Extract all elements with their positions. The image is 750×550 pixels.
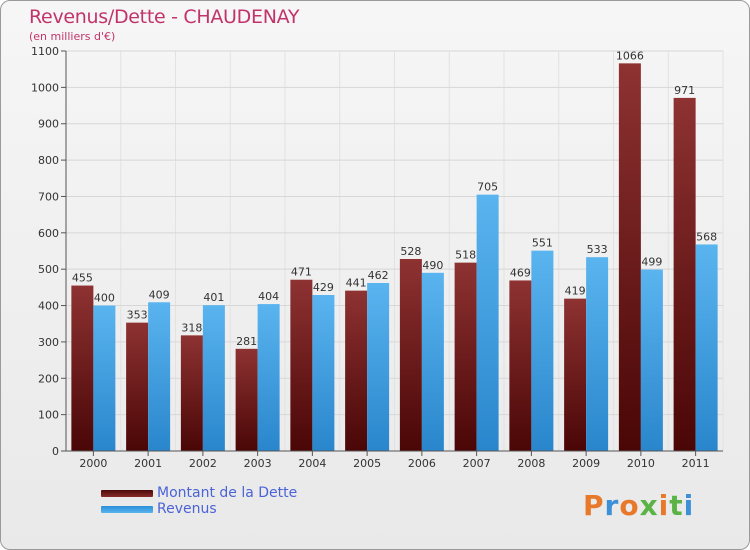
- data-label-debt-2005: 441: [346, 277, 367, 290]
- bar-debt-2003: [235, 348, 258, 451]
- legend-label-revenus: Revenus: [157, 501, 217, 517]
- data-label-revenus-2002: 401: [203, 291, 224, 304]
- y-tick-label: 900: [38, 118, 59, 131]
- bar-revenus-2007: [476, 194, 499, 452]
- bar-revenus-2003: [257, 304, 280, 451]
- bar-revenus-2002: [202, 305, 225, 451]
- logo-letter: i: [683, 489, 695, 522]
- bar-revenus-2009: [586, 257, 609, 451]
- data-label-debt-2001: 353: [127, 309, 148, 322]
- bar-debt-2005: [345, 290, 368, 451]
- data-label-revenus-2003: 404: [258, 290, 279, 303]
- x-tick-label: 2006: [408, 457, 436, 470]
- data-label-debt-2011: 971: [674, 84, 695, 97]
- x-tick-label: 2001: [134, 457, 162, 470]
- chart-title: Revenus/Dette - CHAUDENAY: [29, 6, 300, 28]
- bar-revenus-2001: [148, 302, 171, 451]
- bar-debt-2004: [290, 279, 313, 451]
- data-label-debt-2008: 469: [510, 266, 531, 279]
- axes: 0 100 200 300 400 500 600 700 800 900 1000 1100 2000…: [31, 45, 723, 470]
- y-tick-label: 200: [38, 372, 59, 385]
- bar-revenus-2005: [367, 283, 390, 451]
- data-label-revenus-2010: 499: [641, 256, 662, 269]
- bar-debt-2006: [399, 259, 422, 451]
- y-tick-label: 1100: [31, 45, 59, 58]
- logo-letter: x: [639, 489, 659, 522]
- chart-subtitle: (en milliers d'€): [29, 30, 116, 43]
- y-tick-label: 100: [38, 409, 59, 422]
- y-tick-label: 300: [38, 336, 59, 349]
- x-tick-label: 2007: [463, 457, 491, 470]
- data-label-revenus-2006: 490: [422, 259, 443, 272]
- x-tick-label: 2002: [189, 457, 217, 470]
- bar-debt-2001: [126, 322, 149, 451]
- bar-revenus-2004: [312, 295, 335, 451]
- data-label-revenus-2000: 400: [94, 292, 115, 305]
- bar-debt-2010: [618, 63, 641, 451]
- y-tick-label: 700: [38, 190, 59, 203]
- data-label-debt-2002: 318: [181, 321, 202, 334]
- bar-debt-2011: [673, 97, 696, 451]
- x-tick-label: 2004: [298, 457, 326, 470]
- data-label-revenus-2004: 429: [313, 281, 334, 294]
- y-tick-label: 1000: [31, 81, 59, 94]
- bar-revenus-2008: [531, 250, 554, 451]
- data-label-debt-2007: 518: [455, 249, 476, 262]
- y-tick-label: 400: [38, 300, 59, 313]
- x-tick-label: 2011: [682, 457, 710, 470]
- legend-swatch-revenus: [101, 506, 153, 513]
- data-label-debt-2009: 419: [565, 285, 586, 298]
- data-label-revenus-2009: 533: [587, 243, 608, 256]
- data-label-revenus-2001: 409: [149, 288, 170, 301]
- data-label-debt-2006: 528: [400, 245, 421, 258]
- data-label-debt-2010: 1066: [616, 49, 644, 62]
- grid-lines: [65, 50, 724, 452]
- data-label-revenus-2011: 568: [696, 230, 717, 243]
- data-label-debt-2003: 281: [236, 335, 257, 348]
- y-tick-label: 500: [38, 263, 59, 276]
- y-tick-label: 800: [38, 154, 59, 167]
- bar-debt-2008: [509, 280, 532, 451]
- y-tick-label: 600: [38, 227, 59, 240]
- logo-letter: P: [583, 489, 605, 522]
- x-tick-label: 2010: [627, 457, 655, 470]
- data-label-debt-2004: 471: [291, 266, 312, 279]
- logo-letter: i: [658, 489, 670, 522]
- x-tick-label: 2009: [572, 457, 600, 470]
- bar-debt-2000: [71, 285, 94, 451]
- x-tick-label: 2008: [517, 457, 545, 470]
- proxiti-logo: Proxiti: [583, 489, 694, 522]
- x-tick-label: 2003: [244, 457, 272, 470]
- logo-letter: o: [619, 489, 640, 522]
- data-label-revenus-2008: 551: [532, 237, 553, 250]
- bar-revenus-2006: [421, 272, 444, 451]
- bar-revenus-2000: [93, 305, 116, 451]
- data-label-debt-2000: 455: [72, 272, 93, 285]
- x-tick-label: 2005: [353, 457, 381, 470]
- bars: [71, 63, 718, 452]
- bar-debt-2007: [454, 262, 477, 451]
- legend-label-debt: Montant de la Dette: [157, 485, 298, 501]
- x-tick-label: 2000: [79, 457, 107, 470]
- data-label-revenus-2005: 462: [368, 269, 389, 282]
- y-tick-label: 0: [52, 445, 59, 458]
- bar-debt-2002: [180, 335, 203, 451]
- bar-revenus-2010: [640, 269, 663, 451]
- logo-letter: t: [669, 489, 684, 522]
- bar-revenus-2011: [695, 244, 718, 451]
- data-label-revenus-2007: 705: [477, 181, 498, 194]
- legend-swatch-debt: [101, 490, 153, 497]
- logo-letter: r: [604, 489, 620, 522]
- bar-debt-2009: [564, 298, 587, 451]
